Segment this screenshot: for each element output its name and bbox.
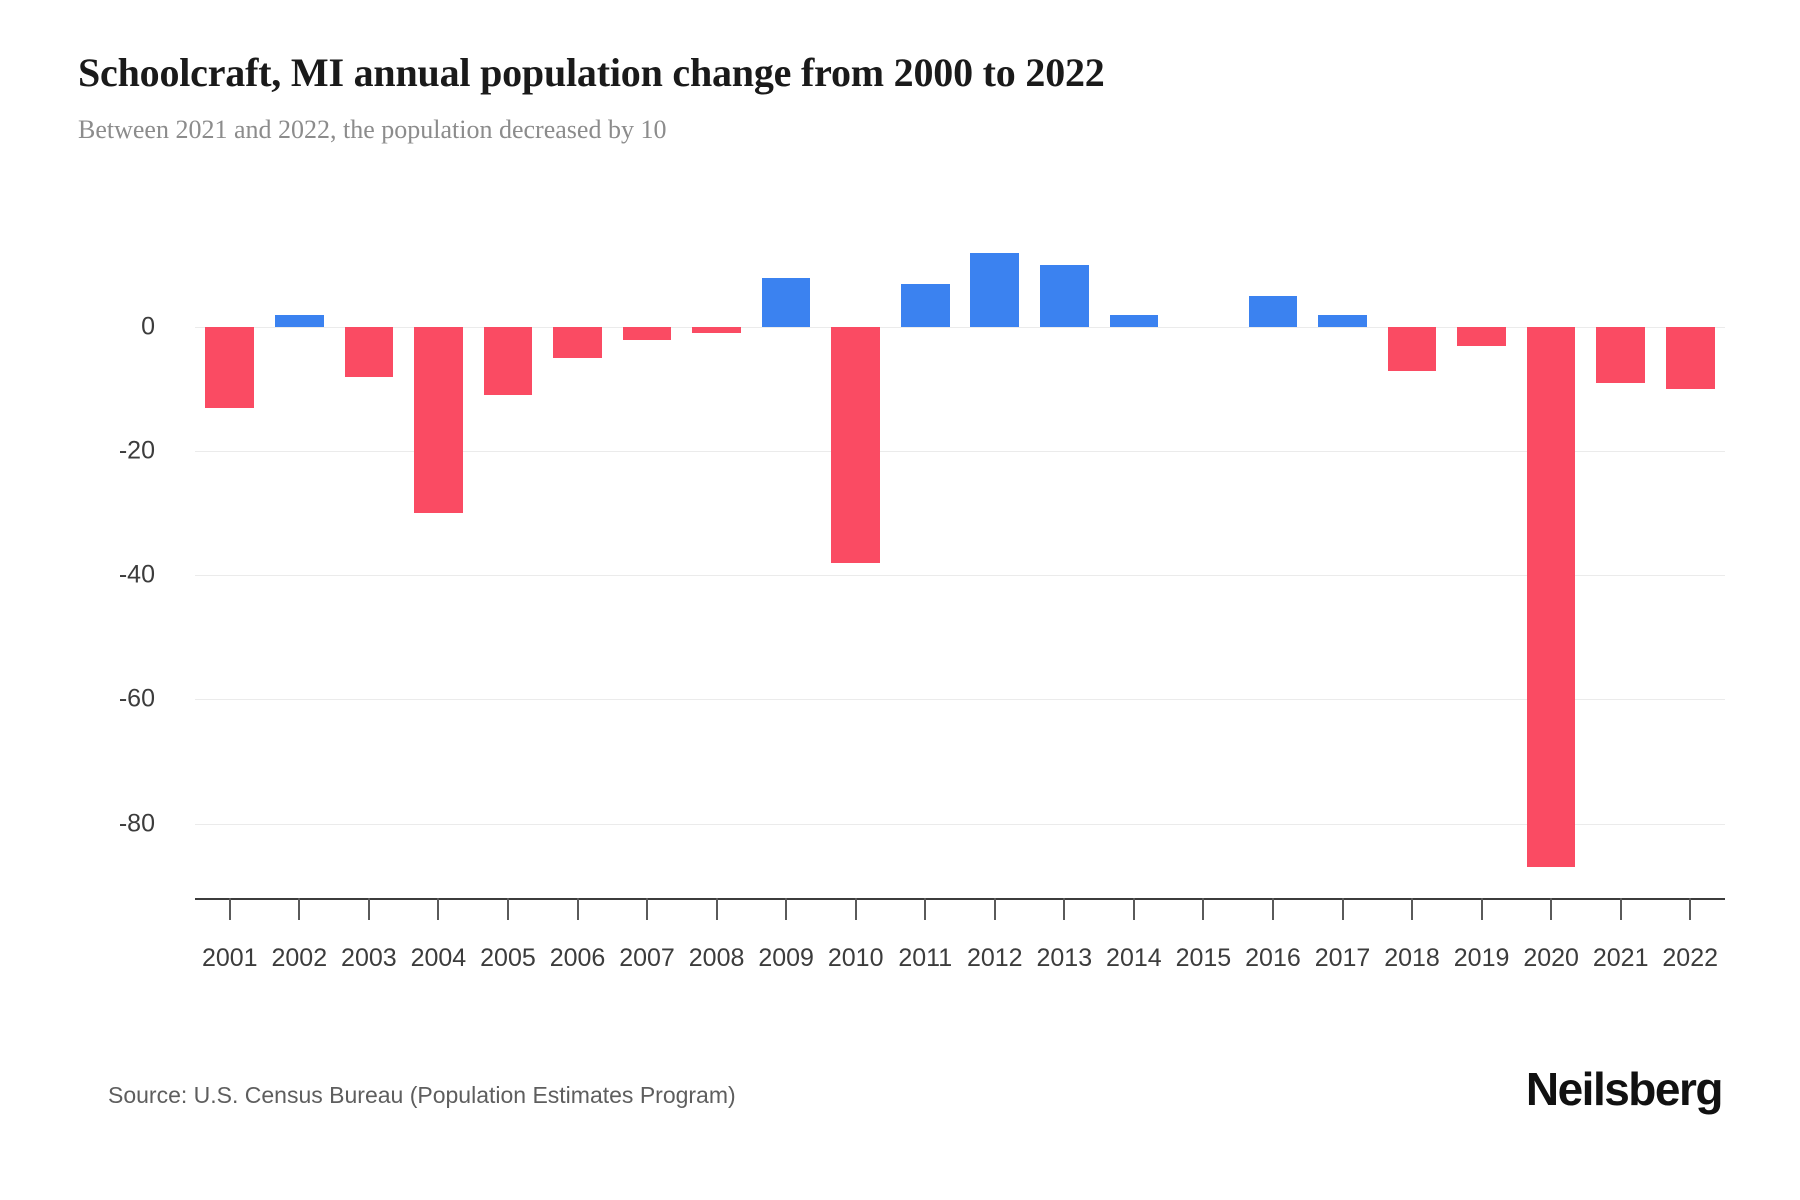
bar-2003[interactable] (344, 327, 394, 377)
bar-2008[interactable] (692, 327, 741, 334)
x-axis-tick (1550, 898, 1553, 920)
bar-2019[interactable] (1457, 327, 1506, 346)
x-axis-tick-label: 2012 (966, 944, 1023, 972)
page-title: Schoolcraft, MI annual population change… (78, 50, 1105, 95)
x-axis-tick-label: 2017 (1314, 944, 1371, 972)
chart-subtitle: Between 2021 and 2022, the population de… (78, 115, 667, 144)
x-axis-tick (506, 898, 509, 920)
bar-2011[interactable] (900, 283, 950, 328)
x-axis-tick (228, 898, 231, 920)
bar-2013[interactable] (1039, 265, 1089, 328)
x-axis-labels: 2001 2002 2003 2004 2005 2006 2007 2008 2009 2010… (195, 944, 1725, 984)
x-axis-tick-label: 2013 (1036, 944, 1093, 972)
x-axis-tick-label: 2004 (410, 944, 467, 972)
x-axis-tick-label: 2005 (480, 944, 536, 972)
x-axis-tick (1480, 898, 1483, 920)
y-axis-tick-label: -20 (118, 436, 155, 465)
bar-2018[interactable] (1387, 327, 1437, 371)
bar-2014[interactable] (1109, 314, 1159, 328)
y-axis-tick-label: 0 (141, 312, 155, 341)
x-axis-tick-label: 2020 (1523, 944, 1579, 972)
x-axis-tick (437, 898, 440, 920)
x-axis-tick (646, 898, 649, 920)
x-axis-tick-label: 2015 (1175, 944, 1232, 972)
x-axis-tick-label: 2001 (201, 944, 258, 972)
x-axis-tick-label: 2008 (688, 944, 745, 972)
x-axis-tick-label: 2021 (1592, 944, 1649, 972)
source-note: Source: U.S. Census Bureau (Population E… (108, 1082, 736, 1108)
x-axis-tick (1689, 898, 1692, 920)
x-axis-tick-label: 2002 (271, 944, 328, 972)
x-axis-tick-label: 2019 (1453, 944, 1510, 972)
x-axis-tick (924, 898, 927, 920)
x-axis-tick-label: 2014 (1106, 944, 1162, 972)
brand-logo: Neilsberg (1525, 1063, 1724, 1115)
x-axis-tick (298, 898, 301, 920)
x-axis-tick-label: 2009 (758, 944, 814, 972)
x-axis-tick (715, 898, 718, 920)
x-axis-line (195, 898, 1725, 900)
y-axis-tick-label: -40 (118, 560, 155, 589)
x-axis-tick-label: 2016 (1245, 944, 1301, 972)
x-axis-tick-label: 2022 (1662, 944, 1719, 972)
x-axis-tick (1271, 898, 1274, 920)
x-axis-ticks (195, 898, 1725, 922)
bar-2021[interactable] (1596, 327, 1645, 384)
bar-2022[interactable] (1665, 327, 1715, 390)
x-axis-tick (576, 898, 579, 920)
x-axis-tick-label: 2010 (827, 944, 884, 972)
plot-canvas: 0 -20 -40 -60 -80 (119, 228, 1725, 898)
bar-2007[interactable] (622, 327, 672, 340)
bar-2010[interactable] (831, 327, 880, 563)
bar-series (195, 228, 1725, 898)
bar-2017[interactable] (1318, 314, 1367, 328)
x-axis-tick (1411, 898, 1414, 920)
x-axis-tick (1341, 898, 1344, 920)
bar-2002[interactable] (274, 314, 324, 328)
y-axis-tick-label: -60 (118, 684, 155, 713)
bar-2016[interactable] (1248, 296, 1298, 328)
x-axis-tick (854, 898, 857, 920)
bar-2009[interactable] (761, 277, 811, 328)
bar-2005[interactable] (483, 327, 533, 396)
x-axis-tick-label: 2003 (341, 944, 397, 972)
x-axis-tick (993, 898, 996, 920)
chart-header: Schoolcraft, MI annual population change… (78, 50, 1728, 145)
x-axis-tick-label: 2011 (898, 944, 953, 972)
x-axis-tick-label: 2007 (619, 944, 675, 972)
bar-2012[interactable] (970, 252, 1020, 328)
bar-2020[interactable] (1526, 327, 1576, 867)
x-axis-tick (1132, 898, 1135, 920)
x-axis-tick-label: 2006 (549, 944, 606, 972)
x-axis-tick (1063, 898, 1066, 920)
x-axis-tick (1619, 898, 1622, 920)
bar-2001[interactable] (205, 327, 255, 408)
bar-2006[interactable] (553, 327, 602, 359)
y-axis-tick-label: -80 (118, 809, 155, 838)
x-axis-tick (367, 898, 370, 920)
x-axis-tick (1202, 898, 1205, 920)
bar-2004[interactable] (414, 327, 463, 514)
x-axis-tick-label: 2018 (1384, 944, 1440, 972)
x-axis-tick (785, 898, 788, 920)
